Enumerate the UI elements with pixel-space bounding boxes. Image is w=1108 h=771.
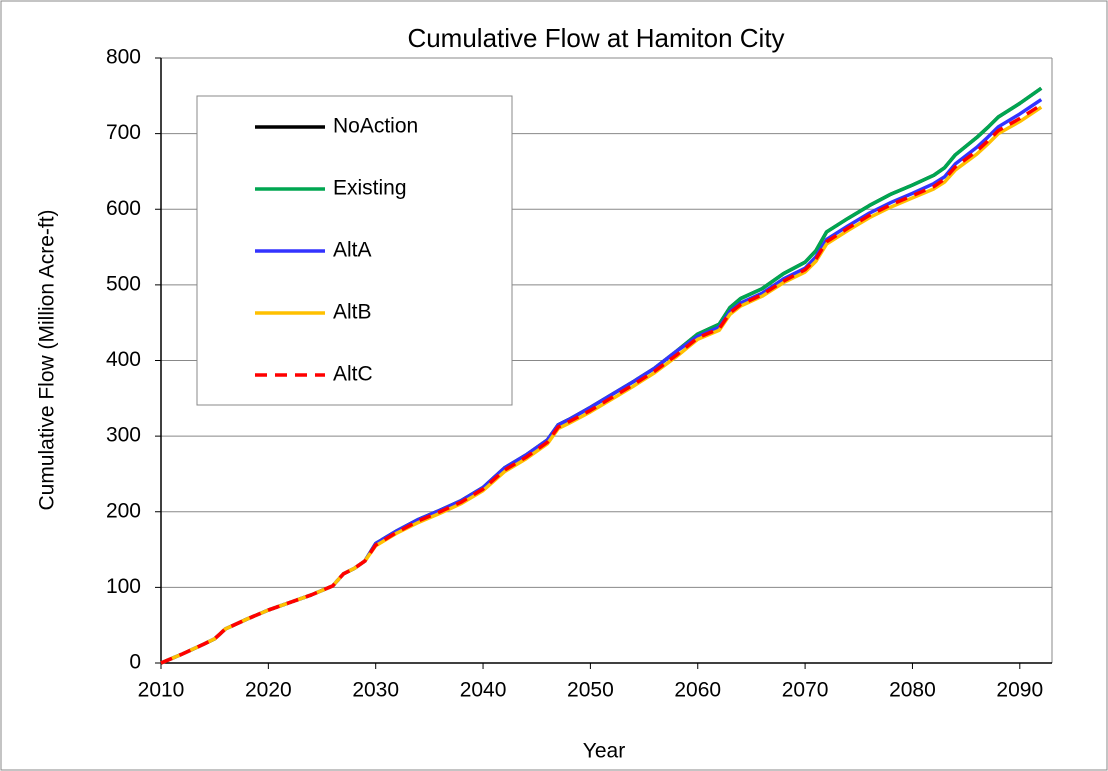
y-tick-label: 500 — [106, 272, 141, 295]
x-tick-label: 2060 — [674, 679, 721, 702]
x-tick-label: 2020 — [245, 679, 292, 702]
x-tick-label: 2030 — [352, 679, 399, 702]
x-tick-label: 2040 — [460, 679, 507, 702]
legend-label: AltB — [333, 301, 372, 324]
x-tick-label: 2070 — [782, 679, 829, 702]
y-tick-label: 200 — [106, 499, 141, 522]
y-tick-label: 600 — [106, 197, 141, 220]
y-axis-label: Cumulative Flow (Million Acre-ft) — [36, 209, 59, 510]
y-tick-label: 300 — [106, 424, 141, 447]
chart-title: Cumulative Flow at Hamiton City — [407, 23, 784, 53]
legend-label: Existing — [333, 177, 407, 200]
y-tick-label: 0 — [129, 651, 141, 674]
series-line — [160, 103, 1043, 665]
legend-label: AltC — [333, 363, 373, 386]
x-tick-label: 2010 — [138, 679, 185, 702]
x-tick-label: 2050 — [567, 679, 614, 702]
y-tick-label: 400 — [106, 348, 141, 371]
y-tick-label: 800 — [106, 46, 141, 69]
legend-label: AltA — [333, 239, 372, 262]
x-axis-label: Year — [583, 740, 625, 763]
x-tick-label: 2090 — [996, 679, 1043, 702]
x-tick-label: 2080 — [889, 679, 936, 702]
y-tick-label: 700 — [106, 121, 141, 144]
legend-label: NoAction — [333, 115, 418, 138]
legend-box — [196, 95, 513, 406]
y-tick-label: 100 — [106, 575, 141, 598]
